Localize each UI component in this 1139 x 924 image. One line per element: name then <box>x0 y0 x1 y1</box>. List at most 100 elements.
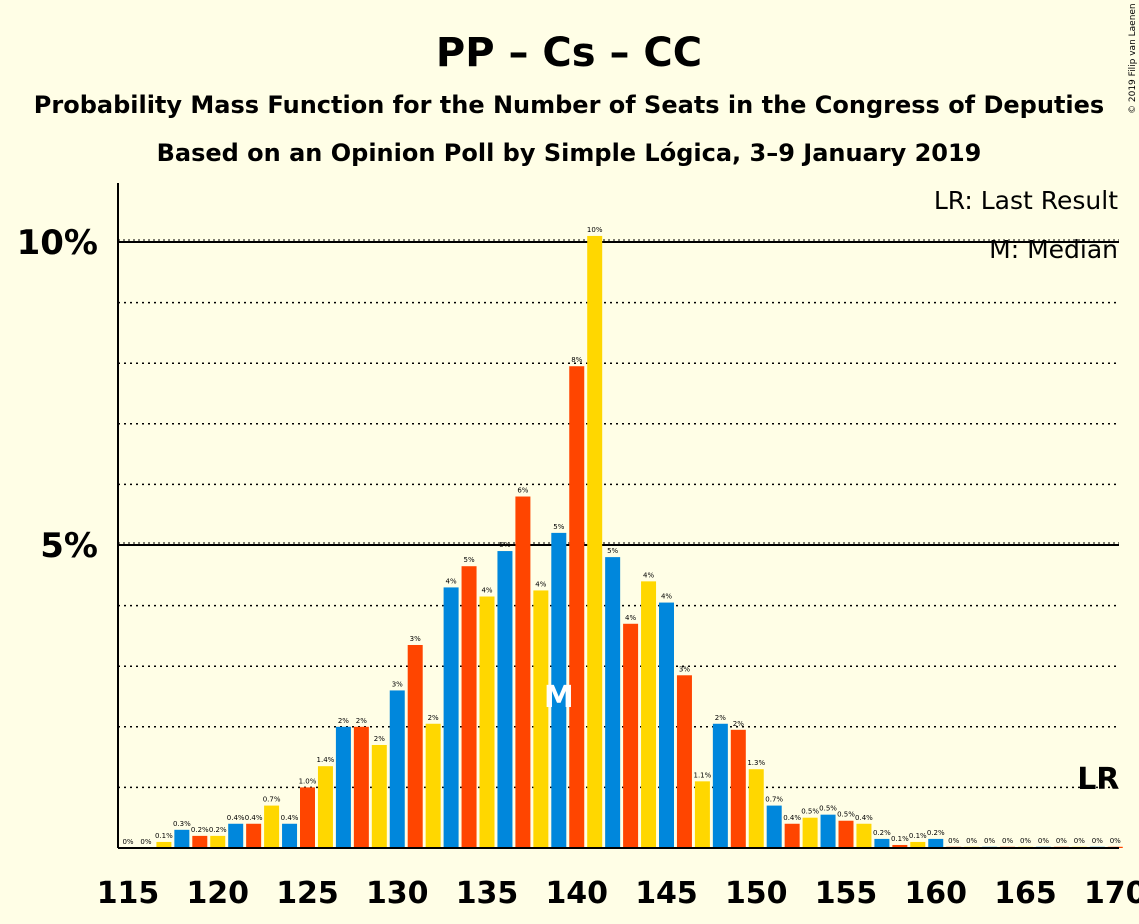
bar-141 <box>587 235 603 848</box>
bar-label-159: 0.1% <box>909 832 927 840</box>
bar-label-127: 2% <box>338 717 349 725</box>
bar-138 <box>533 590 549 848</box>
bars <box>156 235 1123 848</box>
bar-137 <box>515 496 531 848</box>
x-tick-label: 170 <box>1084 876 1139 911</box>
bar-label-129: 2% <box>374 735 385 743</box>
bar-label-136: 5% <box>499 541 510 549</box>
bar-148 <box>712 723 728 848</box>
x-tick-label: 140 <box>545 876 608 911</box>
bar-140 <box>569 366 585 848</box>
bar-129 <box>371 744 387 848</box>
bar-label-132: 2% <box>428 714 439 722</box>
bar-127 <box>335 726 351 848</box>
bar-label-117: 0.1% <box>155 832 173 840</box>
bar-label-156: 0.4% <box>855 814 873 822</box>
bar-134 <box>461 566 477 848</box>
bar-label-167: 0% <box>1056 837 1067 845</box>
bar-145 <box>659 602 674 848</box>
bar-144 <box>641 581 657 848</box>
bar-label-157: 0.2% <box>873 829 891 837</box>
x-tick-labels: 115 120 125 130 135 140 145 150 155 160 165 170 <box>97 876 1139 911</box>
bar-label-163: 0% <box>984 837 995 845</box>
x-tick-label: 125 <box>276 876 339 911</box>
bar-120 <box>210 835 226 848</box>
bar-126 <box>317 766 333 848</box>
chart-title: PP – Cs – CC <box>436 30 702 76</box>
bar-label-148: 2% <box>715 714 726 722</box>
bar-label-161: 0% <box>948 837 959 845</box>
bar-label-122: 0.4% <box>245 814 263 822</box>
bar-label-137: 6% <box>517 487 528 495</box>
bar-label-134: 5% <box>463 556 474 564</box>
y-tick-labels: 5% 10% <box>17 223 98 566</box>
bar-label-154: 0.5% <box>819 805 837 813</box>
bar-label-119: 0.2% <box>191 826 209 834</box>
bar-label-164: 0% <box>1002 837 1013 845</box>
bar-121 <box>228 823 244 848</box>
bar-label-151: 0.7% <box>765 796 783 804</box>
bar-147 <box>694 781 710 848</box>
bar-label-150: 1.3% <box>747 759 765 767</box>
bar-153 <box>802 817 818 848</box>
bar-label-144: 4% <box>643 571 654 579</box>
bar-150 <box>748 769 764 848</box>
bar-160 <box>928 838 944 848</box>
median-marker: M <box>544 680 574 715</box>
gridlines <box>118 239 1119 789</box>
bar-label-120: 0.2% <box>209 826 227 834</box>
bar-label-126: 1.4% <box>317 756 335 764</box>
chart-subtitle: Probability Mass Function for the Number… <box>34 91 1104 119</box>
y-tick-label: 5% <box>40 526 98 566</box>
bar-label-147: 1.1% <box>694 771 712 779</box>
bar-131 <box>407 644 423 848</box>
bar-label-166: 0% <box>1038 837 1049 845</box>
bar-128 <box>353 726 369 848</box>
bar-132 <box>425 723 441 848</box>
bar-label-115: 0% <box>122 838 133 846</box>
x-tick-label: 135 <box>456 876 519 911</box>
copyright: © 2019 Filip van Laenen <box>1128 3 1138 114</box>
bar-label-146: 3% <box>679 665 690 673</box>
bar-143 <box>623 623 639 848</box>
bar-154 <box>820 814 836 848</box>
bar-124 <box>282 823 298 848</box>
bar-label-128: 2% <box>356 717 367 725</box>
bar-label-116: 0% <box>140 838 151 846</box>
bar-label-168: 0% <box>1074 837 1085 845</box>
bar-label-123: 0.7% <box>263 796 281 804</box>
x-tick-label: 120 <box>186 876 249 911</box>
y-tick-label: 10% <box>17 223 98 263</box>
bar-label-158: 0.1% <box>891 835 909 843</box>
last-result-marker: LR <box>1077 762 1119 797</box>
bar-label-143: 4% <box>625 614 636 622</box>
bar-135 <box>479 596 495 848</box>
bar-label-140: 8% <box>571 356 582 364</box>
bar-label-141: 10% <box>587 226 603 234</box>
x-tick-label: 115 <box>97 876 160 911</box>
bar-130 <box>389 690 405 848</box>
bar-117 <box>156 841 172 848</box>
bar-label-142: 5% <box>607 547 618 555</box>
x-tick-label: 130 <box>366 876 429 911</box>
x-tick-label: 165 <box>994 876 1057 911</box>
bar-label-131: 3% <box>410 635 421 643</box>
bar-label-160: 0.2% <box>927 829 945 837</box>
bar-142 <box>605 557 621 848</box>
bar-label-155: 0.5% <box>837 811 855 819</box>
bar-label-139: 5% <box>553 523 564 531</box>
bar-label-124: 0.4% <box>281 814 299 822</box>
bar-label-152: 0.4% <box>783 814 801 822</box>
bar-label-165: 0% <box>1020 837 1031 845</box>
bar-118 <box>174 829 190 848</box>
bar-151 <box>766 805 782 848</box>
bar-152 <box>784 823 800 848</box>
bar-label-135: 4% <box>481 587 492 595</box>
bar-label-133: 4% <box>446 577 457 585</box>
chart-subtitle-2: Based on an Opinion Poll by Simple Lógic… <box>157 139 982 167</box>
bar-label-162: 0% <box>966 837 977 845</box>
x-tick-label: 160 <box>904 876 967 911</box>
legend-last-result: LR: Last Result <box>934 186 1118 215</box>
bar-label-145: 4% <box>661 593 672 601</box>
bar-149 <box>730 729 746 848</box>
